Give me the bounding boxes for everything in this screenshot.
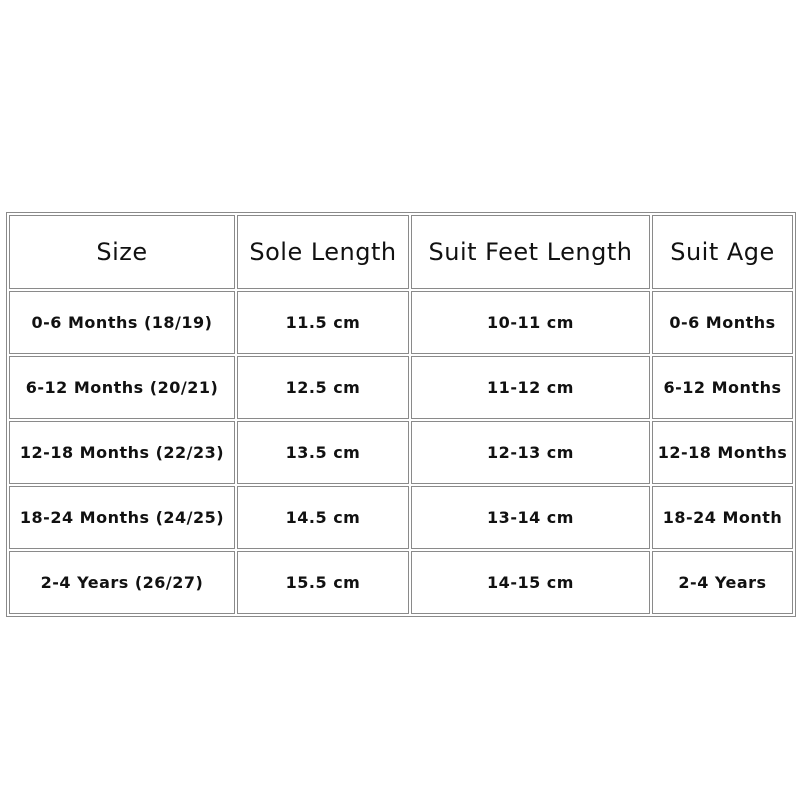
table-cell: 6-12 Months (20/21) bbox=[9, 356, 235, 419]
table-cell: 18-24 Months (24/25) bbox=[9, 486, 235, 549]
table-cell: 0-6 Months (18/19) bbox=[9, 291, 235, 354]
table-cell: 11.5 cm bbox=[237, 291, 409, 354]
table-cell: 18-24 Month bbox=[652, 486, 793, 549]
table-cell: 14-15 cm bbox=[411, 551, 650, 614]
header-cell: Suit Feet Length bbox=[411, 215, 650, 289]
table-cell: 12-18 Months (22/23) bbox=[9, 421, 235, 484]
header-cell: Suit Age bbox=[652, 215, 793, 289]
table-header: Size Sole Length Suit Feet Length Suit Age bbox=[9, 215, 793, 289]
table-cell: 13-14 cm bbox=[411, 486, 650, 549]
table-row: 6-12 Months (20/21) 12.5 cm 11-12 cm 6-12 M… bbox=[9, 356, 793, 419]
table-cell: 12-18 Months bbox=[652, 421, 793, 484]
table-cell: 12.5 cm bbox=[237, 356, 409, 419]
header-cell: Sole Length bbox=[237, 215, 409, 289]
table-cell: 6-12 Months bbox=[652, 356, 793, 419]
table-cell: 2-4 Years bbox=[652, 551, 793, 614]
size-table: Size Sole Length Suit Feet Length Suit Age … bbox=[6, 212, 796, 617]
header-cell: Size bbox=[9, 215, 235, 289]
table-cell: 10-11 cm bbox=[411, 291, 650, 354]
table-cell: 13.5 cm bbox=[237, 421, 409, 484]
header-row: Size Sole Length Suit Feet Length Suit Age bbox=[9, 215, 793, 289]
table-body: 0-6 Months (18/19) 11.5 cm 10-11 cm 0-6 Mon… bbox=[9, 291, 793, 614]
table-row: 12-18 Months (22/23) 13.5 cm 12-13 cm 12-18… bbox=[9, 421, 793, 484]
table-cell: 11-12 cm bbox=[411, 356, 650, 419]
table-cell: 14.5 cm bbox=[237, 486, 409, 549]
table-cell: 15.5 cm bbox=[237, 551, 409, 614]
table-row: 18-24 Months (24/25) 14.5 cm 13-14 cm 18-24… bbox=[9, 486, 793, 549]
table-row: 2-4 Years (26/27) 15.5 cm 14-15 cm 2-4 Year… bbox=[9, 551, 793, 614]
table-cell: 12-13 cm bbox=[411, 421, 650, 484]
table-cell: 0-6 Months bbox=[652, 291, 793, 354]
table-cell: 2-4 Years (26/27) bbox=[9, 551, 235, 614]
table-row: 0-6 Months (18/19) 11.5 cm 10-11 cm 0-6 Mon… bbox=[9, 291, 793, 354]
